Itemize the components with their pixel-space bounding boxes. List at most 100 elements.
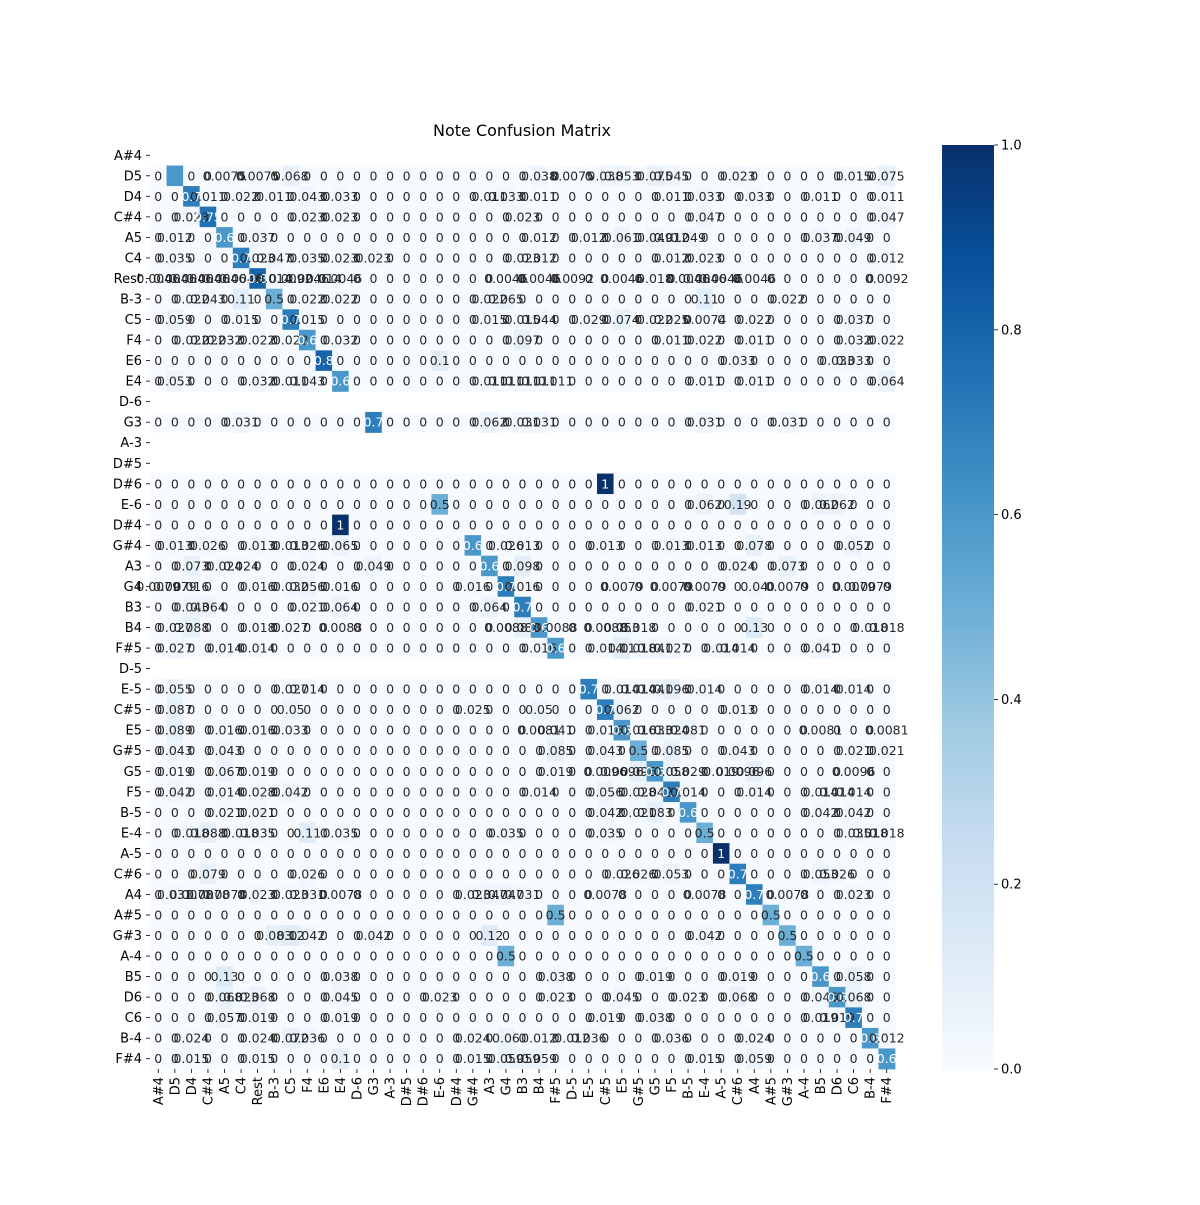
heatmap-cell bbox=[481, 165, 499, 187]
heatmap-cell bbox=[150, 596, 167, 618]
heatmap-cell-label: 0 bbox=[154, 908, 162, 923]
heatmap-cell-label: 0 bbox=[171, 415, 179, 430]
heatmap-cell bbox=[762, 350, 780, 372]
heatmap-cell-label: 0 bbox=[519, 1010, 527, 1025]
heatmap-cell-label: 0 bbox=[254, 600, 262, 615]
heatmap-cell bbox=[514, 494, 532, 515]
heatmap-cell bbox=[762, 288, 780, 310]
heatmap-cell bbox=[712, 206, 730, 228]
heatmap-cell-label: 0 bbox=[833, 846, 841, 861]
heatmap-cell bbox=[199, 165, 217, 187]
heatmap-cell-label: 0 bbox=[237, 517, 245, 532]
x-tick-label: D#5 bbox=[400, 1077, 415, 1106]
heatmap-cell bbox=[414, 555, 432, 577]
heatmap-cell-label: 0 bbox=[270, 641, 278, 656]
heatmap-cell-label: 0 bbox=[237, 600, 245, 615]
heatmap-cell-label: 0 bbox=[552, 517, 560, 532]
heatmap-cell-label: 0 bbox=[436, 846, 444, 861]
heatmap-cell bbox=[299, 227, 316, 249]
heatmap-cell bbox=[199, 494, 217, 515]
heatmap-cell bbox=[828, 514, 846, 536]
heatmap-cell-label: 0 bbox=[485, 168, 493, 183]
heatmap-cell-label: 0 bbox=[734, 209, 742, 224]
heatmap-cell bbox=[315, 596, 333, 618]
heatmap-cell bbox=[232, 473, 250, 495]
heatmap-cell-label: 0 bbox=[684, 702, 692, 717]
heatmap-cell bbox=[265, 494, 283, 515]
heatmap-cell bbox=[232, 350, 250, 372]
heatmap-cell bbox=[878, 473, 896, 495]
heatmap-cell-label: 0 bbox=[403, 743, 411, 758]
heatmap-cell-label: 0 bbox=[270, 476, 278, 491]
heatmap-cell-label: 0.1 bbox=[430, 353, 450, 368]
heatmap-cell-label: 0 bbox=[485, 702, 493, 717]
heatmap-cell-label: 0 bbox=[717, 600, 725, 615]
y-tick-label: B5 bbox=[125, 970, 142, 985]
heatmap-cell-label: 0 bbox=[585, 517, 593, 532]
heatmap-cell-label: 0 bbox=[767, 1051, 775, 1066]
heatmap-cell bbox=[762, 370, 780, 392]
heatmap-cell-label: 0 bbox=[883, 641, 891, 656]
heatmap-cell-label: 0 bbox=[552, 846, 560, 861]
heatmap-cell bbox=[332, 535, 350, 557]
heatmap-cell-label: 0 bbox=[320, 312, 328, 327]
heatmap-cell bbox=[481, 247, 499, 269]
heatmap-cell-label: 0 bbox=[370, 209, 378, 224]
x-tick-label: E6 bbox=[317, 1077, 332, 1094]
heatmap-cell-label: 0 bbox=[386, 517, 394, 532]
heatmap-cell-label: 0 bbox=[403, 209, 411, 224]
heatmap-cell-label: 0 bbox=[303, 969, 311, 984]
heatmap-cell bbox=[249, 186, 267, 207]
heatmap-cell bbox=[183, 165, 201, 187]
heatmap-cell bbox=[878, 555, 896, 577]
heatmap-cell-label: 0 bbox=[469, 333, 477, 348]
heatmap-cell-label: 0 bbox=[370, 641, 378, 656]
heatmap-cell bbox=[166, 514, 184, 536]
heatmap-cell bbox=[183, 494, 201, 515]
heatmap-cell-label: 0 bbox=[469, 723, 477, 738]
heatmap-cell-label: 0 bbox=[817, 558, 825, 573]
heatmap-cell-label: 0 bbox=[171, 476, 179, 491]
heatmap-cell bbox=[663, 473, 681, 495]
heatmap-cell-label: 0 bbox=[171, 866, 179, 881]
heatmap-cell bbox=[332, 555, 350, 577]
heatmap-cell-label: 0 bbox=[552, 312, 560, 327]
heatmap-cell-label: 0 bbox=[254, 497, 262, 512]
heatmap-cell bbox=[530, 535, 548, 557]
heatmap-cell bbox=[547, 206, 565, 228]
heatmap-cell bbox=[282, 309, 300, 331]
heatmap-cell-label: 0 bbox=[618, 887, 626, 902]
heatmap-cell-label: 0 bbox=[866, 990, 874, 1005]
heatmap-cell-label: 0 bbox=[353, 682, 361, 697]
heatmap-cell-label: 0 bbox=[618, 825, 626, 840]
heatmap-cell bbox=[414, 514, 432, 536]
heatmap-cell-label: 0 bbox=[187, 969, 195, 984]
heatmap-cell-label: 0 bbox=[767, 271, 775, 286]
heatmap-cell bbox=[199, 555, 217, 577]
heatmap-cell bbox=[315, 227, 333, 249]
heatmap-cell bbox=[845, 473, 863, 495]
heatmap-cell bbox=[597, 535, 614, 557]
heatmap-cell bbox=[299, 514, 316, 536]
heatmap-cell-label: 0 bbox=[452, 866, 460, 881]
heatmap-cell-label: 0 bbox=[403, 949, 411, 964]
heatmap-cell bbox=[448, 473, 465, 495]
heatmap-cell-label: 0 bbox=[171, 908, 179, 923]
heatmap-cell-label: 0 bbox=[767, 702, 775, 717]
heatmap-cell bbox=[779, 494, 797, 515]
heatmap-cell-label: 0 bbox=[734, 250, 742, 265]
heatmap-cell bbox=[183, 227, 201, 249]
heatmap-cell-label: 0 bbox=[568, 784, 576, 799]
heatmap-cell-label: 0 bbox=[452, 312, 460, 327]
x-tick-label: A4 bbox=[748, 1077, 763, 1094]
heatmap-cell-label: 0 bbox=[519, 928, 527, 943]
heatmap-cell-label: 0 bbox=[403, 969, 411, 984]
heatmap-cell bbox=[530, 370, 548, 392]
heatmap-cell-label: 0 bbox=[452, 949, 460, 964]
heatmap-cell bbox=[597, 268, 614, 290]
heatmap-cell bbox=[216, 268, 234, 290]
heatmap-cell-label: 0 bbox=[154, 866, 162, 881]
heatmap-cell-label: 0 bbox=[419, 476, 427, 491]
heatmap-cell-label: 0 bbox=[618, 600, 626, 615]
heatmap-cell bbox=[299, 617, 316, 639]
